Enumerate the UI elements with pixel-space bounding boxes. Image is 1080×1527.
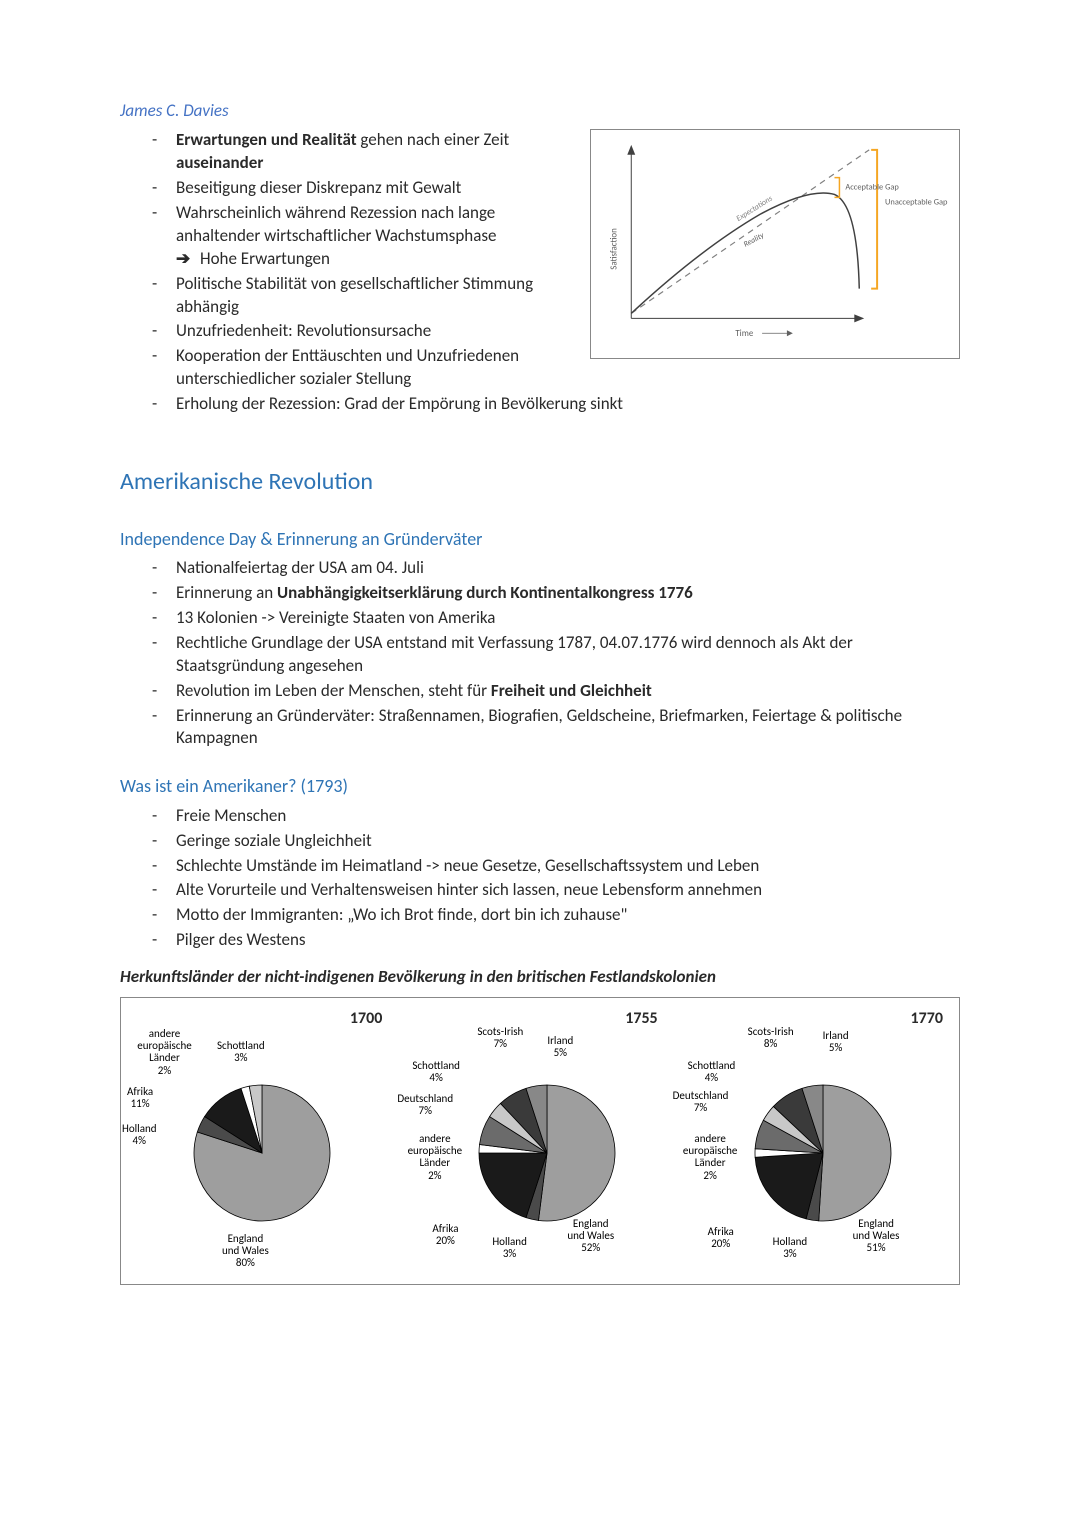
pie-slice-label: andereeuropäischeLänder2% (127, 1028, 202, 1076)
pie-svg (472, 1078, 622, 1228)
list-item: Nationalfeiertag der USA am 04. Juli (176, 557, 960, 580)
independence-list: Nationalfeiertag der USA am 04. Juli Eri… (120, 557, 960, 751)
pie-slice-label: Deutschland7% (397, 1093, 453, 1117)
list-item: Erinnerung an Gründerväter: Straßennamen… (176, 705, 960, 751)
pie-slice-label: Schottland4% (688, 1060, 736, 1084)
list-item: Kooperation der Enttäuschten und Unzufri… (176, 345, 574, 391)
list-item: Pilger des Westens (176, 929, 960, 952)
text-bold: Erwartungen und Realität (176, 129, 357, 150)
pie-slice-label: Schottland4% (412, 1060, 460, 1084)
list-item: Freie Menschen (176, 805, 960, 828)
davies-row: Erwartungen und Realität gehen nach eine… (120, 129, 960, 393)
pie-slice-label: Scots-Irish8% (748, 1026, 794, 1050)
sub-arrow-item: Hohe Erwartungen (176, 248, 574, 271)
davies-list: Erwartungen und Realität gehen nach eine… (120, 129, 574, 391)
pie-slice-label: Holland3% (773, 1236, 808, 1260)
svg-text:Unacceptable Gap: Unacceptable Gap (885, 197, 948, 207)
author-heading: James C. Davies (120, 100, 960, 123)
text: gehen nach einer Zeit (357, 129, 510, 150)
pie-1755: 1755 Scots-Irish7% Irland5% Schottland4%… (402, 1008, 677, 1278)
pie-1700: 1700 andereeuropäischeLänder2% Schottlan… (127, 1008, 402, 1278)
text-bold: Freiheit und Gleichheit (491, 680, 652, 701)
jcurve-chart: Satisfaction Time Expectations Reality A… (590, 129, 960, 359)
pie-slice-label: Afrika11% (127, 1086, 153, 1110)
text: Erinnerung an (176, 582, 277, 603)
list-item: Geringe soziale Ungleichheit (176, 830, 960, 853)
list-item: Schlechte Umstände im Heimatland -> neue… (176, 855, 960, 878)
list-item: Motto der Immigranten: „Wo ich Brot find… (176, 904, 960, 927)
list-item: Unzufriedenheit: Revolutionsursache (176, 320, 574, 343)
list-item: Wahrscheinlich während Rezession nach la… (176, 202, 574, 271)
pie-slice-label: Englandund Wales52% (567, 1218, 614, 1254)
pie-slice-label: Holland3% (492, 1236, 527, 1260)
davies-text: Erwartungen und Realität gehen nach eine… (120, 129, 574, 393)
pie-slice-label: andereeuropäischeLänder2% (673, 1133, 748, 1181)
pie-slice-label: Afrika20% (432, 1223, 458, 1247)
list-item: Erwartungen und Realität gehen nach eine… (176, 129, 574, 175)
svg-text:Satisfaction: Satisfaction (609, 228, 619, 270)
pie-slice-label: Englandund Wales80% (222, 1233, 269, 1269)
pie-svg (748, 1078, 898, 1228)
pie-slice-label: Scots-Irish7% (477, 1026, 523, 1050)
pie-slice-label: Englandund Wales51% (853, 1218, 900, 1254)
section-heading: Amerikanische Revolution (120, 466, 960, 498)
subsection-heading: Was ist ein Amerikaner? (1793) (120, 774, 960, 798)
list-item: Erinnerung an Unabhängigkeitserklärung d… (176, 582, 960, 605)
list-item: 13 Kolonien -> Vereinigte Staaten von Am… (176, 607, 960, 630)
davies-list-tail: Erholung der Rezession: Grad der Empörun… (120, 393, 960, 416)
pie-slice-label: andereeuropäischeLänder2% (397, 1133, 472, 1181)
list-item: Rechtliche Grundlage der USA entstand mi… (176, 632, 960, 678)
jcurve-svg: Satisfaction Time Expectations Reality A… (591, 130, 959, 358)
list-item: Politische Stabilität von gesellschaftli… (176, 273, 574, 319)
pie-year-label: 1755 (625, 1008, 657, 1030)
list-item: Erholung der Rezession: Grad der Empörun… (176, 393, 960, 416)
pie-chart-grid: 1700 andereeuropäischeLänder2% Schottlan… (120, 997, 960, 1285)
text: Revolution im Leben der Menschen, steht … (176, 680, 491, 701)
svg-text:Reality: Reality (742, 230, 766, 249)
pie-1770: 1770 Scots-Irish8% Irland5% Schottland4%… (678, 1008, 953, 1278)
list-item: Alte Vorurteile und Verhaltensweisen hin… (176, 879, 960, 902)
text: Wahrscheinlich während Rezession nach la… (176, 202, 496, 246)
pie-slice-label: Irland5% (547, 1035, 573, 1059)
subsection-heading: Independence Day & Erinnerung an Gründer… (120, 527, 960, 551)
svg-text:Acceptable Gap: Acceptable Gap (845, 182, 899, 192)
list-item: Beseitigung dieser Diskrepanz mit Gewalt (176, 177, 574, 200)
list-item: Revolution im Leben der Menschen, steht … (176, 680, 960, 703)
pie-year-label: 1770 (911, 1008, 943, 1030)
amerikaner-list: Freie Menschen Geringe soziale Ungleichh… (120, 805, 960, 953)
pie-slice-label: Schottland3% (217, 1040, 265, 1064)
pie-slice-label: Deutschland7% (673, 1090, 729, 1114)
jcurve-container: Satisfaction Time Expectations Reality A… (590, 129, 960, 359)
pie-slice-label: Holland4% (122, 1123, 157, 1147)
pie-slice-label: Irland5% (823, 1030, 849, 1054)
pie-year-label: 1700 (350, 1008, 382, 1030)
pie-slice-label: Afrika20% (708, 1226, 734, 1250)
pie-svg (187, 1078, 337, 1228)
text-bold: Unabhängigkeitserklärung durch Kontinent… (277, 582, 693, 603)
svg-text:Time: Time (735, 329, 753, 339)
text-bold: auseinander (176, 152, 263, 173)
pie-heading: Herkunftsländer der nicht-indigenen Bevö… (120, 966, 960, 989)
